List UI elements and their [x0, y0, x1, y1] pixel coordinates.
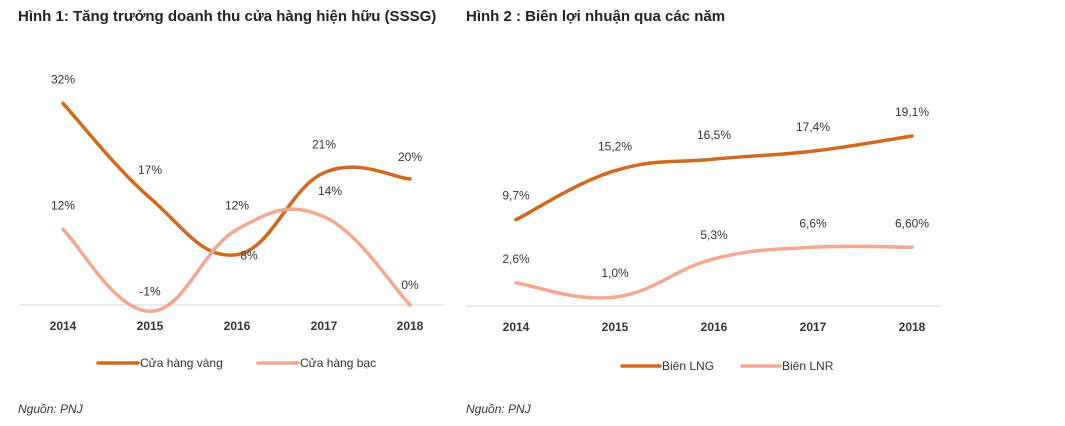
chart1-title: Hình 1: Tăng trưởng doanh thu cửa hàng h… [18, 8, 437, 25]
chart2-data-label: 2,6% [502, 252, 530, 266]
chart2-data-label: 6,6% [799, 216, 827, 230]
chart1-data-label: 32% [51, 72, 75, 86]
chart2-data-label: 16,5% [697, 128, 731, 142]
chart2-tick-label: 2015 [602, 320, 629, 334]
chart1-tick-label: 2017 [311, 319, 338, 333]
chart1-tick-label: 2014 [50, 319, 77, 333]
chart2-data-label: 9,7% [502, 189, 530, 203]
chart2-tick-label: 2016 [701, 320, 728, 334]
chart1-tick-label: 2018 [397, 319, 424, 333]
chart1-source: Nguồn: PNJ [18, 402, 83, 416]
chart1-data-label: 21% [312, 138, 336, 152]
chart2-data-label: 6,60% [895, 216, 929, 230]
chart2-data-label: 19,1% [895, 105, 929, 119]
chart1-series-line-1 [61, 207, 412, 314]
chart1-legend-label: Cửa hàng bạc [300, 356, 376, 370]
chart1-data-label: 12% [225, 198, 249, 212]
chart1-legend-label: Cửa hàng vàng [140, 356, 223, 370]
chart2-data-label: 5,3% [700, 228, 728, 242]
chart1-tick-label: 2016 [224, 319, 251, 333]
chart2-data-label: 1,0% [601, 266, 629, 280]
chart1-data-label: 8% [240, 249, 258, 263]
chart2-tick-label: 2014 [503, 320, 530, 334]
chart1-data-label: -1% [139, 284, 161, 298]
chart2-legend-label: Biên LNG [662, 359, 714, 373]
chart1-data-label: 17% [138, 163, 162, 177]
chart2-data-label: 17,4% [796, 120, 830, 134]
chart1-tick-label: 2015 [137, 319, 164, 333]
chart2-tick-label: 2018 [899, 320, 926, 334]
chart1-data-label: 20% [398, 150, 422, 164]
chart2-title: Hình 2 : Biên lợi nhuận qua các năm [466, 8, 726, 25]
chart1-series-line-0 [61, 101, 412, 257]
chart1-data-label: 0% [401, 278, 419, 292]
chart2-data-label: 15,2% [598, 140, 632, 154]
chart2-source: Nguồn: PNJ [466, 402, 531, 416]
chart1-data-label: 14% [318, 184, 342, 198]
chart2-series-line-0 [514, 134, 914, 222]
chart2-tick-label: 2017 [800, 320, 827, 334]
chart2-series-line-1 [514, 244, 914, 300]
chart2-legend-label: Biên LNR [782, 359, 834, 373]
chart1-data-label: 12% [51, 198, 75, 212]
